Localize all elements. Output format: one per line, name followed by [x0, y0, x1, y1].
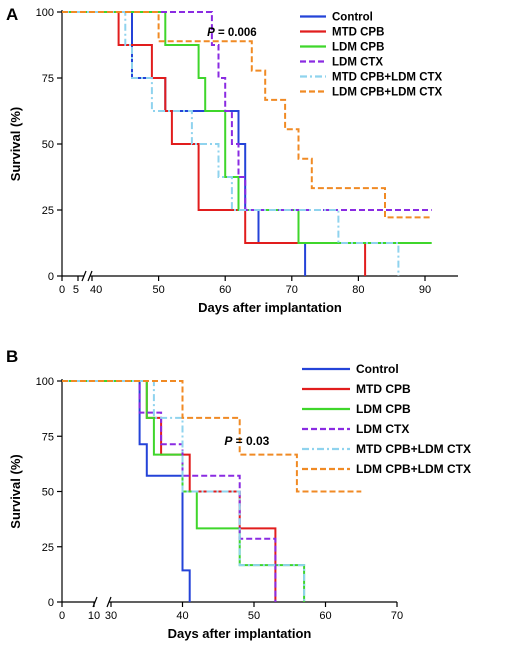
x-tick-label: 70 [286, 284, 298, 296]
p-value-annotation: P = 0.03 [224, 434, 269, 448]
y-tick-label: 0 [48, 271, 54, 283]
x-tick-label: 40 [90, 284, 102, 296]
y-tick-label: 25 [42, 205, 54, 217]
legend-label: Control [356, 362, 399, 376]
panel-label-a: A [6, 5, 18, 24]
x-tick-label: 40 [176, 610, 188, 622]
legend-label: LDM CPB+LDM CTX [332, 87, 443, 99]
legend-label: MTD CPB+LDM CTX [332, 72, 443, 84]
panel-label-b: B [6, 347, 18, 366]
chart-panel-b: B 0 25 50 75 100 Survival (%) 0 10 30 40 50 60 70 Days… [6, 347, 471, 641]
legend-label: MTD CPB [356, 382, 411, 396]
x-tick-label: 0 [59, 284, 65, 296]
p-value: = 0.03 [232, 434, 269, 448]
legend-label: MTD CPB [332, 27, 384, 39]
series-line-control [62, 380, 191, 602]
y-axis-label: Survival (%) [8, 107, 23, 181]
x-tick-label: 70 [391, 610, 403, 622]
x-tick-label: 10 [88, 610, 100, 622]
legend-label: LDM CPB+LDM CTX [356, 462, 471, 476]
x-tick-label: 90 [419, 284, 431, 296]
x-tick-label: 50 [248, 610, 260, 622]
legend-label: LDM CTX [332, 57, 383, 69]
x-axis-label: Days after implantation [198, 300, 342, 315]
y-tick-label: 0 [48, 597, 54, 609]
series-line-ldm-cpb-ldm-ctx [62, 11, 432, 219]
series-line-ldm-ctx [62, 11, 432, 211]
x-tick-label: 50 [152, 284, 164, 296]
x-axis-label: Days after implantation [168, 626, 312, 641]
series-line-mtd-cpb [62, 11, 367, 276]
series-lines-b [62, 380, 362, 602]
x-tick-label: 80 [352, 284, 364, 296]
series-line-mtd-cpb [62, 380, 277, 602]
y-tick-label: 50 [42, 139, 54, 151]
y-tick-label: 50 [42, 487, 54, 499]
legend-label: Control [332, 12, 373, 24]
y-tick-label: 25 [42, 542, 54, 554]
legend-label: LDM CTX [356, 422, 409, 436]
y-tick-label: 75 [42, 431, 54, 443]
series-line-ldm-cpb-ldm-ctx [62, 380, 362, 493]
y-tick-label: 100 [36, 7, 54, 19]
x-tick-label: 60 [319, 610, 331, 622]
p-symbol: P [224, 434, 233, 448]
p-value-annotation: P = 0.006 [207, 27, 257, 39]
series-lines-a [62, 11, 432, 276]
series-line-mtd-cpb-ldm-ctx [62, 380, 306, 602]
legend-label: LDM CPB [332, 42, 384, 54]
y-axis-label: Survival (%) [8, 454, 23, 528]
legend-b: Control MTD CPB LDM CPB LDM CTX MTD CPB+LDM … [302, 362, 471, 476]
y-tick-label: 75 [42, 73, 54, 85]
p-value: = 0.006 [215, 27, 257, 39]
x-tick-label: 5 [73, 284, 79, 296]
x-tick-label: 30 [105, 610, 117, 622]
x-axis-break-mark [87, 270, 93, 282]
p-symbol: P [207, 27, 215, 39]
x-tick-label: 60 [219, 284, 231, 296]
x-axis-break-mark [106, 596, 112, 608]
series-line-mtd-cpb-ldm-ctx [62, 11, 400, 276]
legend-label: LDM CPB [356, 402, 411, 416]
legend-label: MTD CPB+LDM CTX [356, 442, 471, 456]
series-line-ldm-ctx [62, 380, 277, 602]
x-axis-break-mark [81, 270, 87, 282]
legend-a: Control MTD CPB LDM CPB LDM CTX MTD CPB+LDM … [300, 12, 443, 99]
x-tick-label: 0 [59, 610, 65, 622]
y-tick-label: 100 [36, 376, 54, 388]
